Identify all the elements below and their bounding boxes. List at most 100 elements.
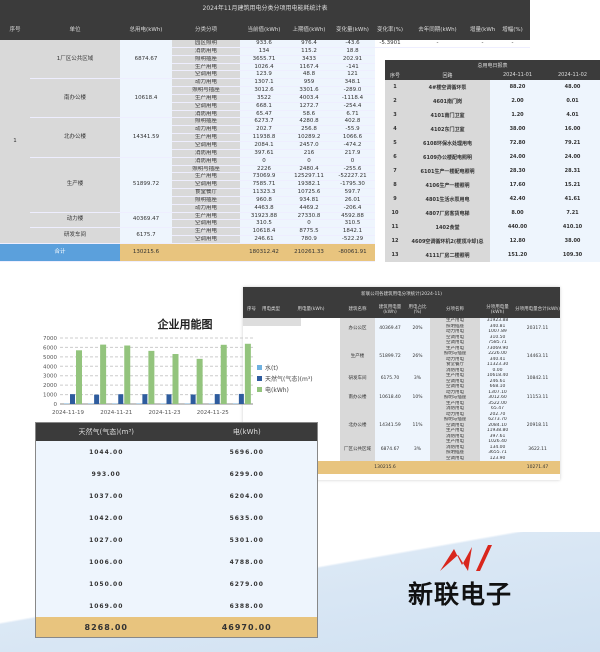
cell: 4111厂房二楼照明 bbox=[405, 248, 490, 262]
unit-total: 10618.4 bbox=[120, 78, 172, 119]
cell: 31923.88 bbox=[480, 318, 515, 324]
bar-gas bbox=[70, 394, 75, 404]
cell: 2480.4 bbox=[288, 165, 330, 174]
cell: 2084.1 bbox=[240, 141, 288, 150]
table-row: 12 4609空调循环机2(楼顶冷却)总 12.80 38.00 bbox=[385, 234, 600, 248]
cell: 6273.70 bbox=[480, 417, 515, 423]
legend-label: 水(t) bbox=[265, 364, 278, 372]
building-sum: 14463.11 bbox=[515, 340, 561, 373]
table-row: 动力用电 202.7 256.8 -55.9 bbox=[0, 125, 530, 135]
cell: 生产用电 bbox=[430, 439, 480, 445]
legend-label: 电(kWh) bbox=[265, 386, 289, 394]
table-row: 照明插座 340.81 bbox=[243, 323, 560, 329]
cell: - bbox=[470, 40, 495, 48]
cell: 202.70 bbox=[480, 411, 515, 417]
cell: 6273.7 bbox=[240, 117, 288, 127]
empty-cell bbox=[430, 461, 515, 474]
cell: 4801生活水泵用电 bbox=[405, 192, 490, 206]
cell: -254.4 bbox=[330, 102, 375, 111]
bar-electricity bbox=[100, 344, 107, 404]
y-tick-label: 5000 bbox=[43, 355, 57, 361]
cell: 668.10 bbox=[480, 384, 515, 390]
column-header: 电(kWh) bbox=[176, 423, 317, 441]
table-row: 1 4#楼空调循环泵 88.20 48.00 bbox=[385, 80, 600, 94]
cell: 28.30 bbox=[490, 164, 545, 178]
building-total: 14341.59 bbox=[375, 411, 405, 439]
cell: 生产用电 bbox=[430, 318, 480, 324]
cell: 1.20 bbox=[490, 108, 545, 122]
cell: 4106生产一楼照明 bbox=[405, 178, 490, 192]
bar-electricity bbox=[124, 345, 131, 404]
table-row: 消防用电 65.47 bbox=[243, 406, 560, 412]
unit-name: 研发车间 bbox=[30, 227, 120, 244]
cell: 生产用电 bbox=[172, 172, 240, 182]
cell: 消防用电 bbox=[430, 367, 480, 373]
cell: 6 bbox=[385, 150, 405, 164]
unit-total: 40369.47 bbox=[120, 212, 172, 229]
table-row: 消防用电 0.00 bbox=[243, 367, 560, 373]
cell: 1026.4 bbox=[240, 63, 288, 72]
total-cell: 46970.00 bbox=[176, 617, 317, 637]
table-row: 7 6101生产一楼配电照明 28.30 28.31 bbox=[385, 164, 600, 178]
table-row: 生产用电 3522 4003.4 -1118.4 bbox=[0, 94, 530, 103]
cell: 5 bbox=[385, 136, 405, 150]
column-header: 变化量(kWh) bbox=[330, 18, 375, 40]
building-pct: 26% bbox=[405, 340, 430, 373]
building-total: 6175.70 bbox=[375, 373, 405, 384]
cell: 1069.00 bbox=[36, 595, 177, 617]
cell: 246.61 bbox=[240, 235, 288, 244]
cell: 11 bbox=[385, 220, 405, 234]
building-pct: 3% bbox=[405, 439, 430, 461]
table-row: 1044.00 5696.00 bbox=[36, 441, 317, 463]
table-row: 空调用电 123.9 48.8 121 bbox=[0, 70, 530, 80]
cell: 0.00 bbox=[480, 367, 515, 373]
legend-swatch bbox=[257, 376, 262, 381]
bar-electricity bbox=[220, 344, 227, 404]
total-cell: 8268.00 bbox=[36, 617, 177, 637]
cell: 217.9 bbox=[330, 149, 375, 158]
unit-name: 北办公楼 bbox=[30, 117, 120, 158]
cell: 照明与插座 bbox=[172, 165, 240, 174]
cell: 5696.00 bbox=[176, 441, 317, 463]
cell: -5.3901 bbox=[375, 40, 405, 48]
cell: 3301.6 bbox=[288, 86, 330, 95]
building-pct: 10% bbox=[405, 384, 430, 412]
table-row: 消防用电 134.00 bbox=[243, 444, 560, 450]
total-row: 合计 130215.6 180312.42 210261.33 -80061.91 bbox=[0, 243, 530, 262]
chart-svg: 企业用能图 0 1000 2000 3000 4000 5000 6000 7000 2024-1… bbox=[43, 317, 313, 416]
cell: 3012.60 bbox=[480, 395, 515, 401]
cell: 空调用电 bbox=[172, 235, 240, 244]
table-row: 生产楼 51899.72 消防用电 0 0 0 bbox=[0, 157, 530, 213]
unit-name: 生产楼 bbox=[30, 157, 120, 213]
table-row: 生产用电 73069.9 125297.11 -52227.21 bbox=[0, 172, 530, 182]
cell: 38.00 bbox=[545, 234, 600, 248]
x-tick-label: 2024-11-21 bbox=[100, 410, 132, 416]
cell: 2.00 bbox=[490, 94, 545, 108]
cell: 12 bbox=[385, 234, 405, 248]
cell: 340.81 bbox=[480, 323, 515, 329]
building-name: 办公公区 bbox=[340, 318, 375, 340]
cell: -289.0 bbox=[330, 86, 375, 95]
cell: 6279.00 bbox=[176, 573, 317, 595]
cell: 123.9 bbox=[240, 70, 288, 80]
cell: 121 bbox=[330, 70, 375, 80]
cell: 780.9 bbox=[288, 235, 330, 244]
cell: 生产用电 bbox=[172, 94, 240, 103]
header-row: 序号 回路 2024-11-01 2024-11-02 bbox=[385, 70, 600, 80]
column-header: 分项名称 bbox=[430, 300, 480, 318]
cell: 1307.1 bbox=[240, 78, 288, 88]
table-row: 生产用电 11938.8 10289.2 1066.6 bbox=[0, 133, 530, 142]
cell: 11323.30 bbox=[480, 362, 515, 368]
cell: 41.61 bbox=[545, 192, 600, 206]
cell: 8775.5 bbox=[288, 227, 330, 237]
cell: 生产用电 bbox=[430, 400, 480, 406]
cell: 照明插座 bbox=[172, 117, 240, 127]
cell: 310.5 bbox=[240, 219, 288, 229]
cell: 18.8 bbox=[330, 47, 375, 56]
seq-cell: 1 bbox=[0, 40, 30, 244]
bar-electricity bbox=[196, 358, 203, 404]
building-name: 北办公楼 bbox=[340, 411, 375, 439]
cell: 3012.6 bbox=[240, 86, 288, 95]
cell: 食堂餐厅 bbox=[172, 188, 240, 197]
table-row: 动力楼 40369.47 生产用电 31923.88 27330.8 4592.88 bbox=[0, 212, 530, 229]
